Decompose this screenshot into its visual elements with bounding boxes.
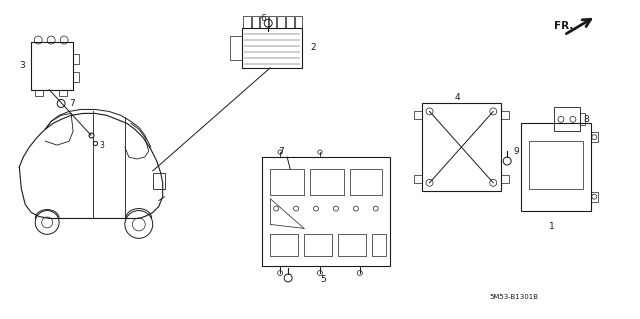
Bar	[243, 28, 302, 68]
Text: 6: 6	[260, 14, 266, 23]
Bar	[59, 90, 67, 96]
Bar	[153, 173, 164, 189]
Text: 7: 7	[69, 99, 75, 108]
Text: 8: 8	[584, 115, 589, 124]
Bar	[422, 103, 501, 191]
Bar	[270, 169, 304, 195]
Text: 3: 3	[19, 61, 25, 70]
Bar	[413, 111, 422, 119]
Bar	[243, 16, 251, 28]
Bar	[580, 114, 585, 125]
Bar	[278, 16, 285, 28]
Text: 1: 1	[549, 222, 555, 231]
Bar	[269, 16, 276, 28]
Text: 2: 2	[310, 43, 316, 53]
Bar	[501, 111, 509, 119]
Bar	[521, 123, 591, 211]
Bar	[230, 36, 243, 60]
Text: FR.: FR.	[554, 21, 573, 31]
Text: 5M53-B1301B: 5M53-B1301B	[489, 294, 538, 300]
Bar	[304, 234, 332, 256]
Text: 5: 5	[320, 275, 326, 285]
Text: 4: 4	[454, 93, 460, 102]
Bar	[31, 42, 73, 90]
Bar	[294, 16, 302, 28]
Bar	[252, 16, 259, 28]
Text: 3: 3	[99, 141, 104, 150]
Bar	[310, 169, 344, 195]
Bar	[591, 132, 598, 142]
Bar	[529, 141, 583, 189]
Bar	[73, 54, 79, 64]
Bar	[554, 108, 580, 131]
Bar	[350, 169, 381, 195]
Bar	[413, 175, 422, 183]
Bar	[338, 234, 366, 256]
Bar	[591, 192, 598, 202]
Bar	[270, 234, 298, 256]
Bar	[286, 16, 294, 28]
Bar	[35, 90, 44, 96]
Bar	[260, 16, 268, 28]
Bar	[73, 72, 79, 82]
Text: 9: 9	[513, 146, 519, 156]
Bar	[262, 157, 390, 266]
Text: 7: 7	[278, 146, 284, 156]
Bar	[501, 175, 509, 183]
Bar	[372, 234, 386, 256]
